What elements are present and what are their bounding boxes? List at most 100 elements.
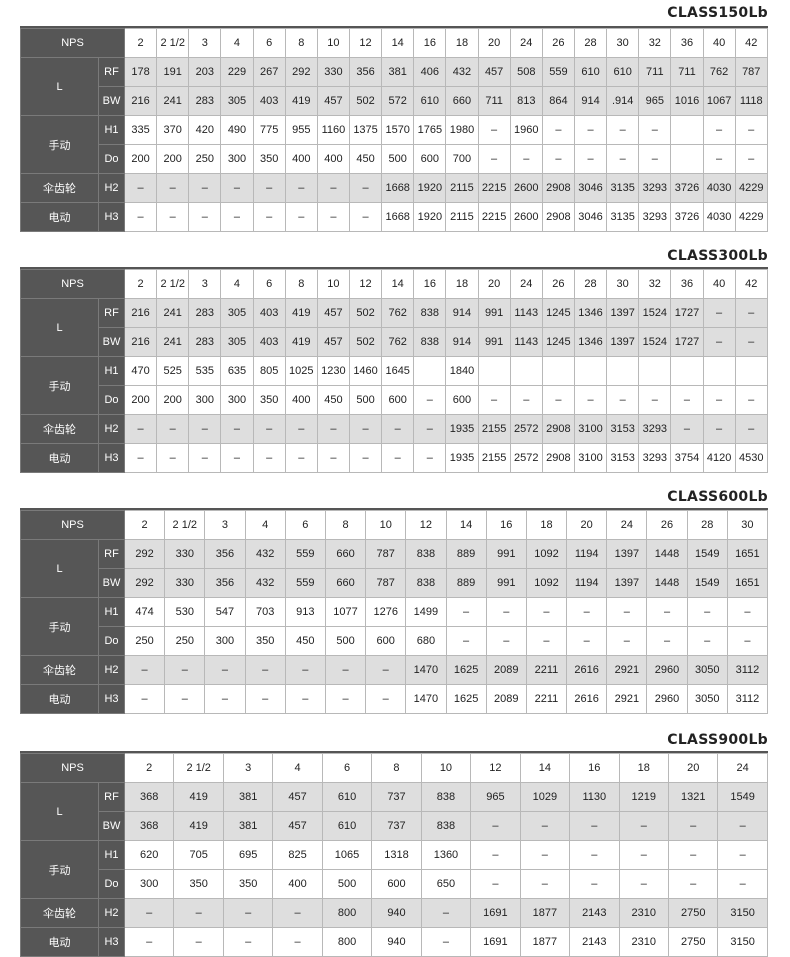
group-label: 电动: [20, 684, 99, 714]
value-cell: –: [284, 414, 318, 444]
nps-size-cell: 12: [348, 28, 383, 58]
data-row-h1: 手动 H1 470 525 535 635 805 1025 1230 1460 1645 1840: [20, 356, 768, 415]
value-cell: 283: [188, 86, 222, 116]
value-cell: 600: [413, 144, 447, 174]
value-cell: 457: [272, 811, 323, 841]
value-cell: 1920: [413, 173, 447, 203]
value-cell: –: [365, 684, 407, 714]
spec-section-class600: CLASS600Lb NPS 2 2 1/2 3 4 6 8 10 12 14 16 18 20 24 26…: [0, 486, 790, 726]
value-cell: .914: [606, 86, 640, 116]
value-cell: –: [348, 414, 383, 444]
value-cell: –: [220, 414, 254, 444]
value-cell: –: [324, 684, 367, 714]
value-cell: –: [485, 626, 527, 656]
data-row-h2: 伞齿轮 H2– – – – – – – – – –1935 2155 2572 2908 3100 3153 3…: [20, 414, 768, 444]
value-cell: –: [541, 115, 575, 145]
nps-size-cell: 6: [252, 269, 286, 299]
value-cell: –: [566, 626, 608, 656]
value-cell: 1727: [670, 298, 704, 328]
value-cell: 3150: [717, 927, 768, 957]
value-cell: –: [365, 655, 407, 685]
value-cell: 1877: [519, 898, 571, 928]
value-cell: 1245: [541, 327, 575, 357]
row-sublabel: H3: [98, 927, 125, 957]
value-cell: –: [123, 414, 158, 444]
nps-size-cell: 14: [445, 510, 487, 540]
value-cell: –: [717, 840, 768, 870]
value-cell: 787: [365, 539, 407, 569]
value-cell: 457: [316, 327, 350, 357]
nps-size-cell: 8: [371, 753, 422, 783]
nps-size-cell: 20: [477, 28, 511, 58]
nps-size-cell: 2 1/2: [156, 28, 190, 58]
value-cell: 660: [445, 86, 479, 116]
value-cell: –: [638, 115, 672, 145]
value-cell: 250: [123, 626, 166, 656]
value-cell: 800: [321, 927, 373, 957]
value-cell: 381: [381, 57, 415, 87]
value-cell: –: [702, 414, 736, 444]
value-cell: –: [284, 443, 318, 473]
value-cell: –: [606, 597, 648, 627]
nps-size-cell: 3: [204, 510, 246, 540]
value-cell: 419: [173, 782, 224, 812]
value-cell: –: [477, 115, 511, 145]
value-cell: –: [470, 811, 521, 841]
value-cell: 1397: [606, 568, 648, 598]
value-cell: 1625: [445, 655, 487, 685]
value-cell: –: [445, 597, 487, 627]
value-cell: 2143: [569, 927, 620, 957]
data-row-bw: BW 368 419 381 457 610 737 838– – – – – –: [21, 811, 768, 841]
value-cell: [670, 115, 704, 145]
group-label: 伞齿轮: [20, 414, 99, 444]
nps-size-cell: 20: [566, 510, 608, 540]
value-cell: 1549: [717, 782, 768, 812]
value-cell: 711: [638, 57, 672, 87]
value-cell: 1016: [670, 86, 704, 116]
value-cell: 3153: [606, 443, 640, 473]
row-sublabel: Do: [98, 869, 125, 899]
value-cell: 1321: [667, 782, 719, 812]
value-cell: 508: [509, 57, 543, 87]
data-row-h1: 手动 H1 474 530 547 703 913 1077 1276 1499– – – – – – – –: [20, 597, 769, 656]
value-cell: [670, 356, 704, 386]
value-cell: 203: [188, 57, 222, 87]
value-cell: 300: [220, 385, 254, 415]
value-cell: 3754: [670, 443, 704, 473]
value-cell: –: [670, 385, 704, 415]
nps-size-cell: 2: [123, 753, 175, 783]
value-cell: 241: [156, 298, 190, 328]
value-cell: 305: [220, 86, 254, 116]
value-cell: 406: [413, 57, 447, 87]
value-cell: [606, 356, 640, 386]
value-cell: 800: [321, 898, 373, 928]
value-cell: –: [702, 385, 736, 415]
value-cell: 500: [348, 385, 383, 415]
value-cell: 762: [702, 57, 736, 87]
value-cell: 1397: [606, 539, 648, 569]
value-cell: 838: [405, 568, 447, 598]
nps-size-cell: 4: [220, 28, 254, 58]
group-label: L: [20, 298, 99, 357]
nps-size-cell: 18: [445, 269, 479, 299]
nps-size-cell: 30: [726, 510, 769, 540]
value-cell: 356: [348, 57, 383, 87]
value-cell: 267: [252, 57, 286, 87]
value-cell: 825: [272, 840, 323, 870]
nps-size-cell: 40: [702, 269, 736, 299]
value-cell: –: [413, 443, 447, 473]
value-cell: –: [670, 414, 704, 444]
value-cell: 955: [284, 115, 318, 145]
value-cell: 600: [365, 626, 407, 656]
value-cell: 1194: [566, 568, 608, 598]
value-cell: –: [204, 655, 246, 685]
nps-size-cell: 12: [348, 269, 383, 299]
value-cell: 2750: [667, 927, 719, 957]
value-cell: 2211: [525, 684, 568, 714]
nps-size-cell: 36: [670, 28, 704, 58]
value-cell: –: [252, 173, 286, 203]
row-sublabel: BW: [98, 327, 125, 357]
value-cell: 3293: [638, 414, 672, 444]
value-cell: 500: [324, 626, 367, 656]
value-cell: 229: [220, 57, 254, 87]
